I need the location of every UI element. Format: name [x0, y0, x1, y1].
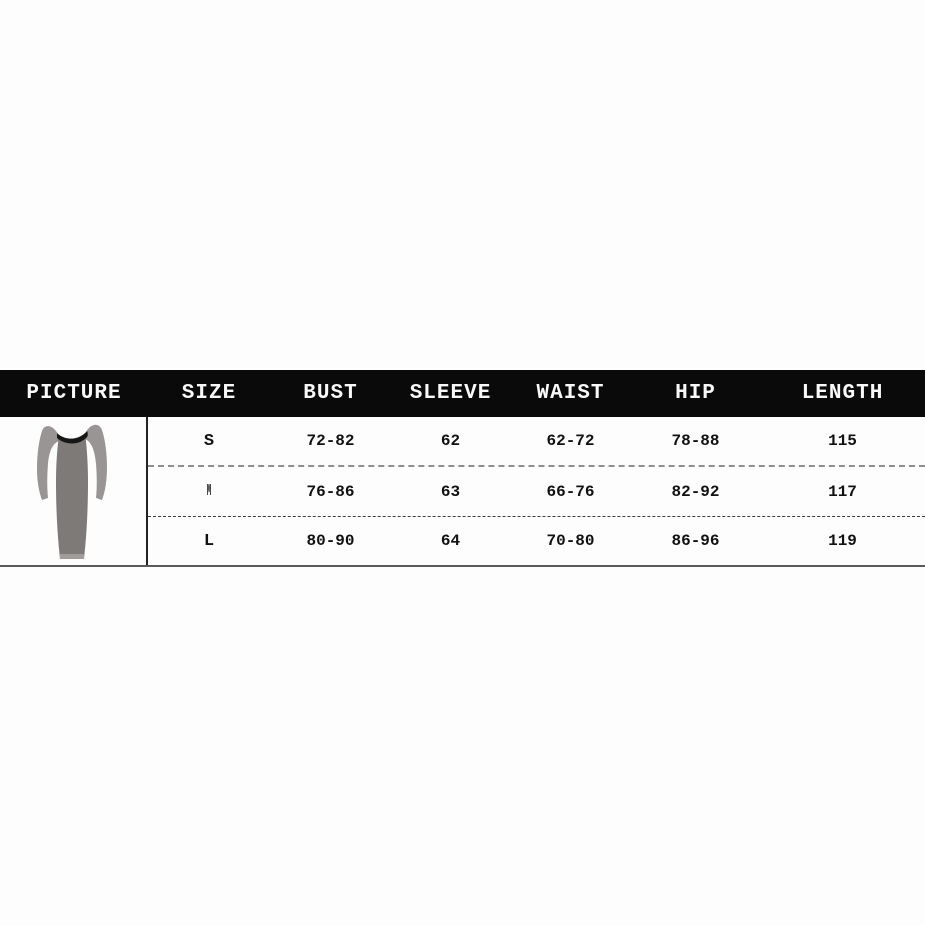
size-chart-header: PICTURE SIZE BUST SLEEVE WAIST HIP LENGT… — [0, 370, 925, 417]
size-chart-table: PICTURE SIZE BUST SLEEVE WAIST HIP LENGT… — [0, 370, 925, 567]
length-cell: 119 — [828, 532, 857, 550]
dress-hem — [60, 554, 84, 559]
dress-left-sleeve — [37, 426, 59, 500]
sleeve-cell: 63 — [440, 482, 461, 501]
bust-cell: 80-90 — [306, 532, 355, 550]
hip-cell: 82-92 — [671, 482, 720, 501]
size-cell: S — [203, 431, 215, 451]
size-cell: L — [203, 531, 215, 551]
header-cell-hip: HIP — [675, 382, 716, 405]
table-row-s: S 72-82 62 62-72 78-88 115 — [148, 417, 925, 467]
bust-cell: 72-82 — [306, 432, 355, 450]
waist-cell: 66-76 — [546, 482, 595, 501]
bust-cell: 76-86 — [306, 482, 355, 501]
dress-right-sleeve — [85, 424, 107, 500]
table-row-m: M 76-86 63 66-76 82-92 117 — [148, 467, 925, 517]
header-cell-bust: BUST — [303, 382, 358, 405]
hip-cell: 78-88 — [671, 432, 720, 450]
dress-neck-trim — [57, 431, 88, 444]
size-chart-body: S 72-82 62 62-72 78-88 115 M 76-86 63 66… — [0, 417, 925, 567]
waist-cell: 62-72 — [546, 432, 595, 450]
sleeve-cell: 62 — [440, 432, 461, 450]
header-cell-length: LENGTH — [801, 382, 884, 405]
dress-image — [37, 424, 107, 559]
sleeve-cell: 64 — [440, 532, 461, 550]
header-cell-sleeve: SLEEVE — [409, 382, 492, 405]
size-rows: S 72-82 62 62-72 78-88 115 M 76-86 63 66… — [148, 417, 925, 565]
length-cell: 117 — [828, 482, 857, 501]
waist-cell: 70-80 — [546, 532, 595, 550]
size-cell: M — [206, 482, 212, 501]
header-cell-size: SIZE — [181, 382, 237, 405]
length-cell: 115 — [828, 432, 857, 450]
table-row-l: L 80-90 64 70-80 86-96 119 — [148, 517, 925, 565]
hip-cell: 86-96 — [671, 532, 720, 550]
header-cell-waist: WAIST — [536, 382, 605, 405]
header-cell-picture: PICTURE — [26, 382, 122, 405]
picture-cell — [0, 417, 148, 565]
dress-body — [56, 433, 88, 559]
